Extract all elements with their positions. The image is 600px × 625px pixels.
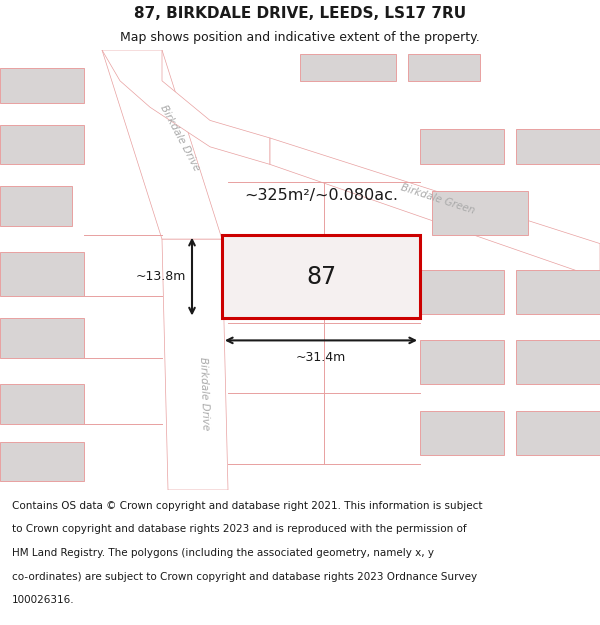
Text: 100026316.: 100026316. bbox=[12, 595, 74, 605]
Bar bbox=[432, 191, 528, 235]
Polygon shape bbox=[102, 50, 270, 164]
Text: Birkdale Drive: Birkdale Drive bbox=[198, 356, 210, 430]
Polygon shape bbox=[102, 50, 222, 239]
Bar bbox=[420, 270, 504, 314]
Text: co-ordinates) are subject to Crown copyright and database rights 2023 Ordnance S: co-ordinates) are subject to Crown copyr… bbox=[12, 572, 477, 582]
Bar bbox=[516, 270, 600, 314]
Bar bbox=[0, 253, 84, 296]
Text: 87: 87 bbox=[306, 264, 336, 289]
Bar bbox=[0, 318, 84, 358]
Text: Contains OS data © Crown copyright and database right 2021. This information is : Contains OS data © Crown copyright and d… bbox=[12, 501, 482, 511]
Bar bbox=[408, 54, 480, 81]
Bar bbox=[222, 235, 420, 318]
Polygon shape bbox=[162, 239, 228, 490]
Bar bbox=[300, 54, 396, 81]
Bar bbox=[0, 186, 72, 226]
Bar bbox=[420, 341, 504, 384]
Text: ~13.8m: ~13.8m bbox=[136, 270, 186, 283]
Bar bbox=[420, 411, 504, 455]
Text: Birkdale Drive: Birkdale Drive bbox=[158, 103, 202, 172]
Polygon shape bbox=[270, 138, 600, 279]
Bar bbox=[516, 129, 600, 164]
Text: ~325m²/~0.080ac.: ~325m²/~0.080ac. bbox=[244, 188, 398, 202]
Text: Map shows position and indicative extent of the property.: Map shows position and indicative extent… bbox=[120, 31, 480, 44]
Bar bbox=[0, 384, 84, 424]
Text: to Crown copyright and database rights 2023 and is reproduced with the permissio: to Crown copyright and database rights 2… bbox=[12, 524, 467, 534]
Bar bbox=[0, 68, 84, 102]
Text: 87, BIRKDALE DRIVE, LEEDS, LS17 7RU: 87, BIRKDALE DRIVE, LEEDS, LS17 7RU bbox=[134, 6, 466, 21]
Bar bbox=[516, 411, 600, 455]
Text: HM Land Registry. The polygons (including the associated geometry, namely x, y: HM Land Registry. The polygons (includin… bbox=[12, 548, 434, 558]
Bar bbox=[0, 125, 84, 164]
Bar bbox=[0, 442, 84, 481]
Text: Birkdale Green: Birkdale Green bbox=[400, 183, 476, 216]
Text: ~31.4m: ~31.4m bbox=[296, 351, 346, 364]
Bar bbox=[420, 129, 504, 164]
Bar bbox=[516, 341, 600, 384]
